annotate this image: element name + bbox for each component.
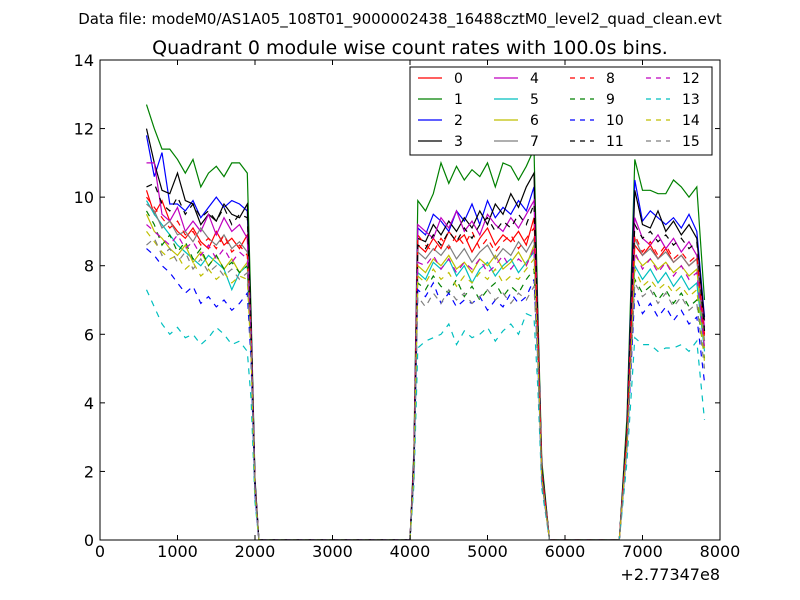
series-line-15 <box>146 237 706 540</box>
y-tick-label: 14 <box>74 51 94 70</box>
series-line-12 <box>146 224 706 540</box>
legend-frame <box>409 66 713 156</box>
series-line-1 <box>145 104 706 540</box>
legend-label-9: 9 <box>606 92 615 108</box>
y-tick-label: 10 <box>74 188 94 207</box>
series-layer <box>145 104 706 540</box>
suptitle: Data file: modeM0/AS1A05_108T01_90000024… <box>78 10 722 29</box>
x-tick-label: 3000 <box>312 542 353 561</box>
legend-label-6: 6 <box>530 113 539 129</box>
x-tick-label: 7000 <box>622 542 663 561</box>
x-tick-label: 4000 <box>390 542 431 561</box>
y-tick-label: 12 <box>74 120 94 139</box>
legend-label-10: 10 <box>606 113 624 129</box>
legend-label-12: 12 <box>682 71 700 87</box>
series-line-7 <box>146 203 706 540</box>
legend-label-7: 7 <box>530 134 539 150</box>
legend-label-2: 2 <box>454 113 463 129</box>
series-line-10 <box>146 248 706 540</box>
x-tick-label: 5000 <box>467 542 508 561</box>
y-tick-label: 4 <box>84 394 94 413</box>
series-line-13 <box>145 289 706 540</box>
y-tick-label: 0 <box>84 531 94 550</box>
legend-label-3: 3 <box>454 134 463 150</box>
x-tick-label: 2000 <box>235 542 276 561</box>
legend-label-13: 13 <box>682 92 700 108</box>
legend-label-8: 8 <box>606 71 615 87</box>
x-tick-label: 8000 <box>700 542 741 561</box>
legend-label-14: 14 <box>682 113 700 129</box>
legend-label-11: 11 <box>606 134 624 150</box>
legend-label-15: 15 <box>682 134 700 150</box>
chart-title: Quadrant 0 module wise count rates with … <box>152 37 668 59</box>
y-tick-label: 8 <box>84 257 94 276</box>
legend-label-1: 1 <box>454 92 463 108</box>
x-offset-label: +2.77347e8 <box>620 565 720 584</box>
axes-ticks: 0 1000 2000 3000 4000 5000 6000 7000 80000246810… <box>74 51 741 561</box>
y-tick-label: 6 <box>84 325 94 344</box>
series-line-11 <box>146 182 706 540</box>
x-tick-label: 6000 <box>545 542 586 561</box>
x-tick-label: 1000 <box>157 542 198 561</box>
series-line-14 <box>146 231 706 540</box>
y-tick-label: 2 <box>84 462 94 481</box>
legend-label-0: 0 <box>454 71 463 87</box>
x-tick-label: 0 <box>95 542 105 561</box>
legend-label-5: 5 <box>530 92 539 108</box>
series-line-4 <box>146 162 706 540</box>
legend-label-4: 4 <box>530 71 539 87</box>
